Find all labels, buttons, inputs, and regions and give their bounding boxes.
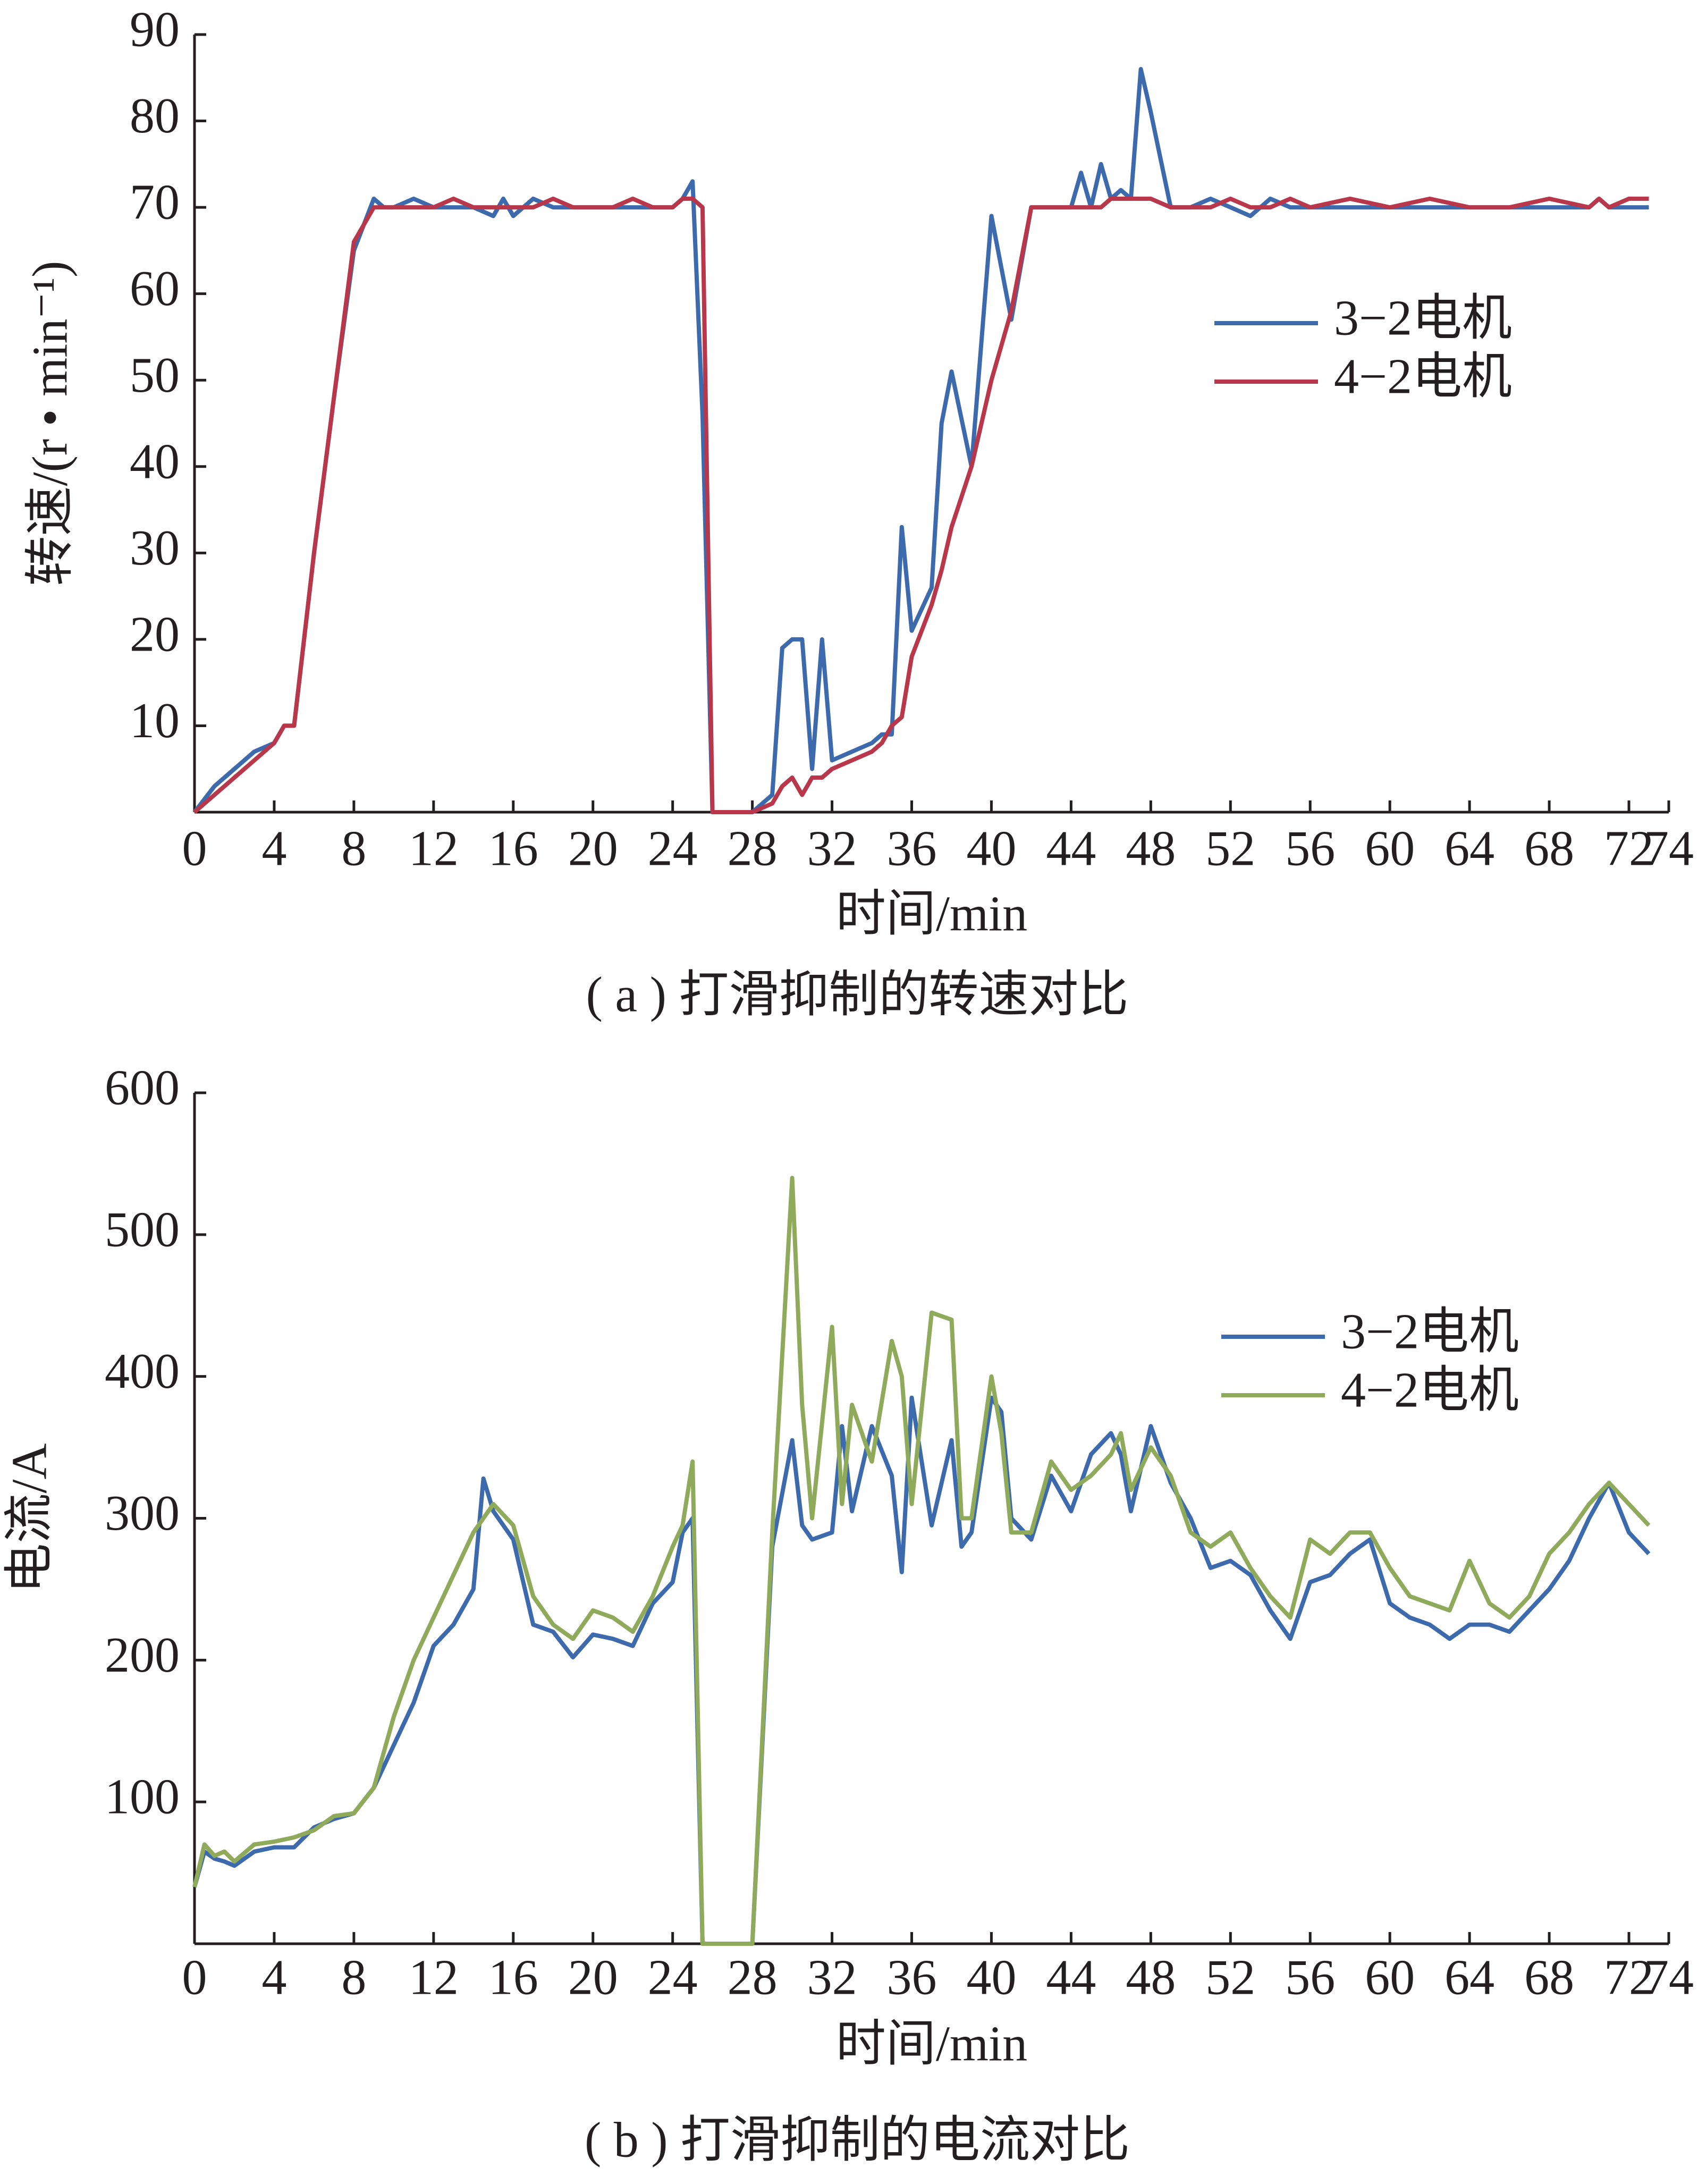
x-tick-label: 64	[1444, 821, 1494, 876]
x-tick-label: 52	[1205, 1950, 1255, 2005]
series-line	[192, 67, 1649, 814]
legend-label: 3−2电机	[1334, 291, 1512, 346]
legend-label: 3−2电机	[1341, 1304, 1519, 1360]
x-tick-label: 0	[182, 821, 207, 876]
caption: ( b ) 打滑抑制的电流对比	[585, 2113, 1130, 2168]
x-tick-label: 24	[648, 1950, 698, 2005]
y-tick-label: 40	[130, 434, 180, 489]
x-tick-label: 48	[1126, 1950, 1176, 2005]
x-axis-label: 时间/min	[836, 2017, 1027, 2072]
y-tick-label: 500	[105, 1202, 180, 1257]
y-axis-label: 电流/A	[2, 1443, 57, 1593]
x-tick-label: 72	[1604, 821, 1654, 876]
y-tick-label: 10	[130, 693, 180, 748]
y-tick-label: 20	[130, 606, 180, 662]
y-tick-label: 80	[130, 88, 180, 144]
x-tick-label: 64	[1444, 1950, 1494, 2005]
x-tick-label: 36	[887, 1950, 937, 2005]
x-tick-label: 56	[1285, 821, 1335, 876]
x-tick-label: 4	[261, 1950, 286, 2005]
caption: ( a ) 打滑抑制的转速对比	[586, 967, 1129, 1023]
x-tick-label: 24	[648, 821, 698, 876]
series-line	[192, 1176, 1651, 1946]
series-line	[193, 196, 1649, 814]
x-tick-label: 60	[1365, 1950, 1415, 2005]
x-tick-label: 36	[887, 821, 937, 876]
x-tick-label: 8	[341, 821, 366, 876]
x-tick-label: 4	[261, 821, 286, 876]
y-tick-label: 100	[105, 1769, 180, 1825]
x-axis-label: 时间/min	[836, 887, 1027, 942]
x-tick-label: 0	[182, 1950, 207, 2005]
x-tick-label: 52	[1205, 821, 1255, 876]
x-tick-label: 74	[1644, 821, 1694, 876]
x-tick-label: 60	[1365, 821, 1415, 876]
y-tick-label: 60	[130, 261, 180, 316]
y-tick-label: 50	[130, 348, 180, 403]
x-tick-label: 20	[568, 1950, 618, 2005]
x-tick-label: 40	[966, 1950, 1016, 2005]
x-tick-label: 68	[1524, 1950, 1574, 2005]
y-tick-label: 400	[105, 1344, 180, 1399]
x-tick-label: 56	[1285, 1950, 1335, 2005]
x-tick-label: 32	[807, 821, 857, 876]
y-tick-label: 600	[105, 1060, 180, 1116]
x-tick-label: 16	[488, 821, 538, 876]
x-tick-label: 44	[1046, 1950, 1096, 2005]
y-tick-label: 200	[105, 1628, 180, 1683]
y-axis-label: 转速/(r • min⁻¹)	[23, 261, 78, 586]
series-line	[192, 1395, 1651, 1946]
x-tick-label: 32	[807, 1950, 857, 2005]
x-tick-label: 28	[728, 821, 778, 876]
x-tick-label: 12	[409, 821, 459, 876]
y-tick-label: 30	[130, 520, 180, 576]
x-tick-label: 44	[1046, 821, 1096, 876]
x-tick-label: 68	[1524, 821, 1574, 876]
legend-label: 4−2电机	[1334, 349, 1512, 404]
y-tick-label: 90	[130, 2, 180, 57]
y-tick-label: 300	[105, 1486, 180, 1541]
x-tick-label: 20	[568, 821, 618, 876]
x-tick-label: 8	[341, 1950, 366, 2005]
x-tick-label: 40	[966, 821, 1016, 876]
y-tick-label: 70	[130, 175, 180, 230]
x-tick-label: 74	[1644, 1950, 1694, 2005]
x-tick-label: 72	[1604, 1950, 1654, 2005]
x-tick-label: 48	[1126, 821, 1176, 876]
x-tick-label: 16	[488, 1950, 538, 2005]
x-tick-label: 28	[728, 1950, 778, 2005]
legend-label: 4−2电机	[1341, 1363, 1519, 1418]
x-tick-label: 12	[409, 1950, 459, 2005]
